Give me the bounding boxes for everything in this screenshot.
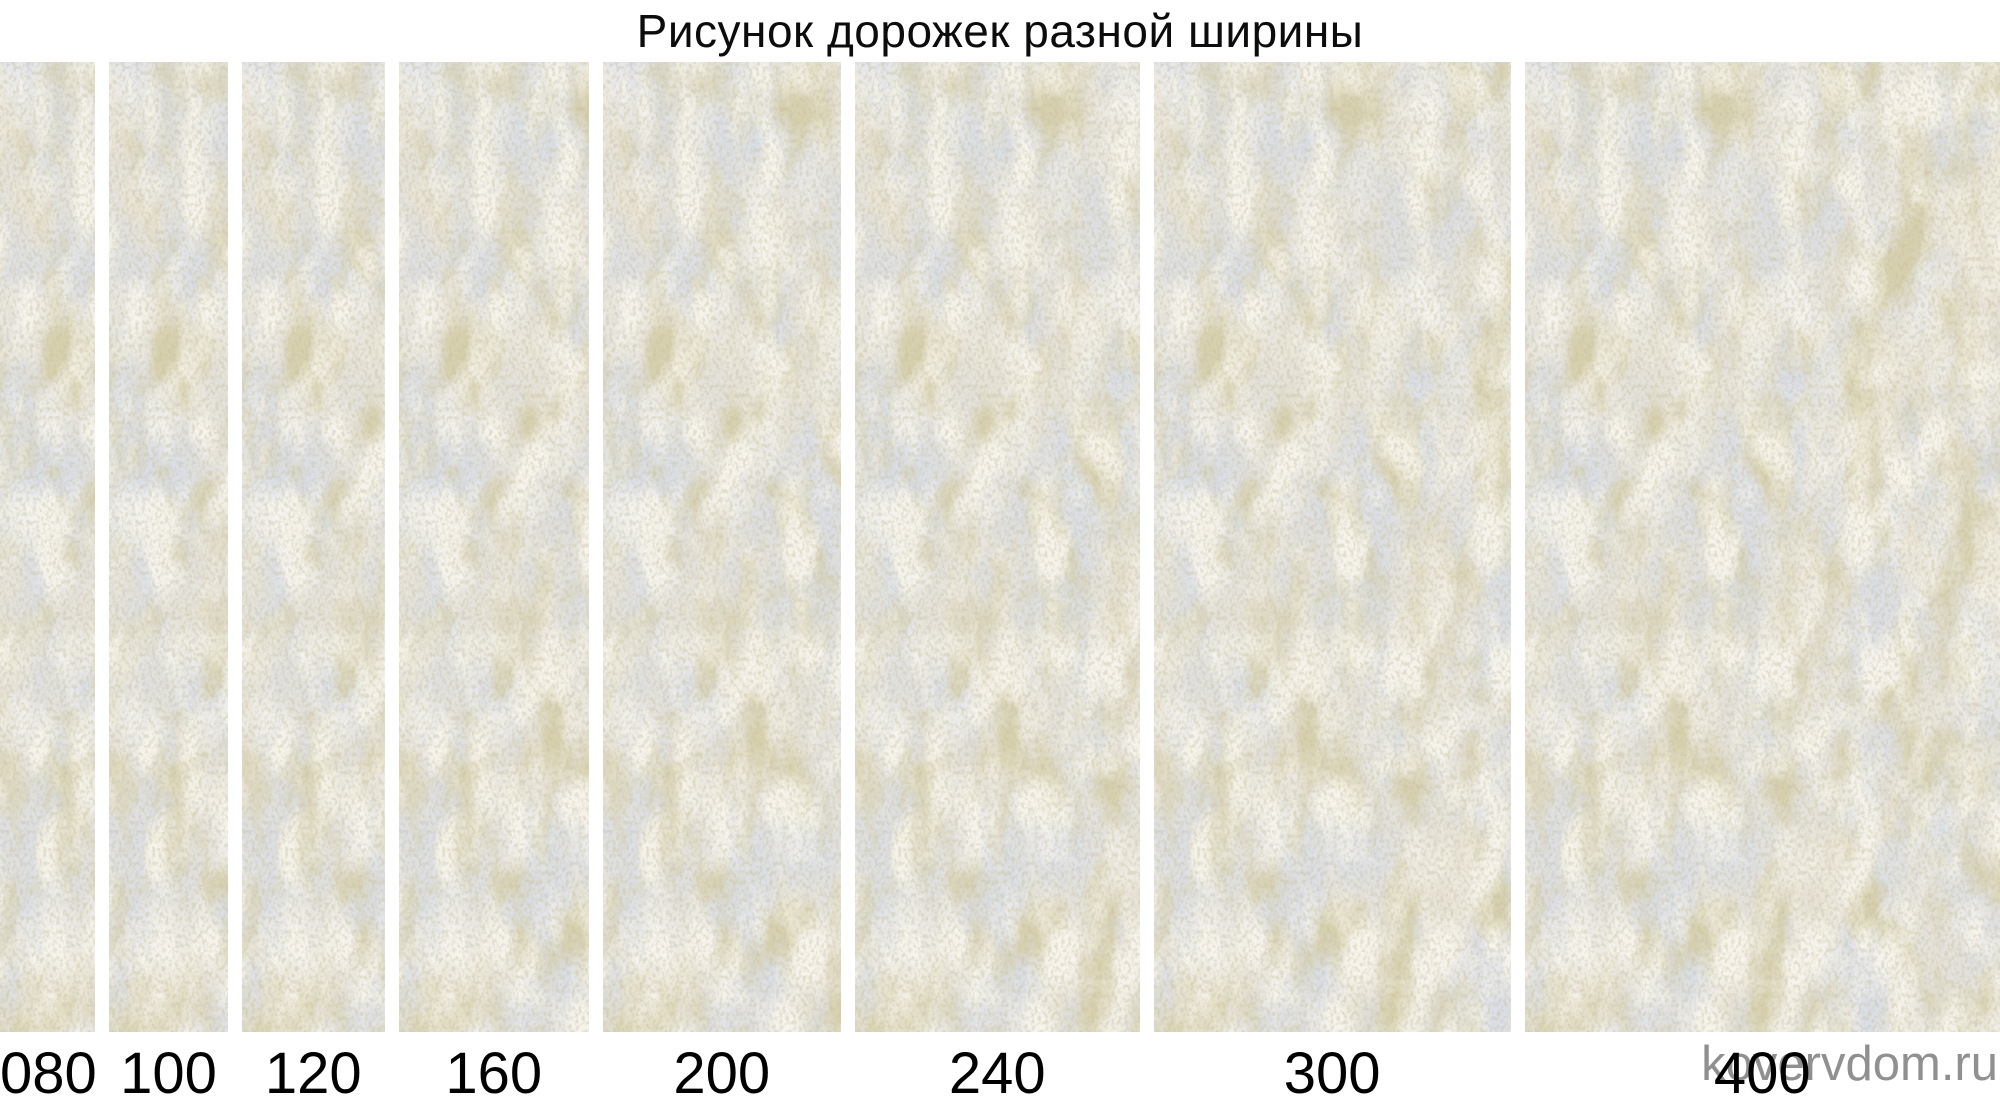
carpet-texture — [1524, 62, 2000, 1032]
runner-strip: 080 — [0, 62, 97, 1103]
runner-width-label: 200 — [673, 1041, 771, 1103]
runner-width-label: 240 — [948, 1041, 1046, 1103]
carpet-texture — [1153, 62, 1511, 1032]
carpet-texture — [109, 62, 228, 1032]
runner-width-label: 400 — [1713, 1041, 1811, 1103]
carpet-texture — [0, 62, 96, 1032]
page-title: Рисунок дорожек разной ширины — [636, 5, 1364, 57]
watermark: kovervdom.ru — [1701, 1037, 1998, 1091]
runner-width-label: 080 — [0, 1041, 97, 1103]
runner-width-label: 120 — [264, 1041, 362, 1103]
carpet-texture — [602, 62, 841, 1032]
runner-width-label: 160 — [445, 1041, 543, 1103]
carpet-texture — [241, 62, 385, 1032]
runner-strip: 100 — [109, 62, 228, 1103]
runner-strip: 200 — [602, 62, 841, 1103]
runner-strip: 160 — [398, 62, 589, 1103]
runner-strip: 400 — [1524, 62, 2000, 1103]
runner-strips-row: 080 100 120 — [0, 62, 2000, 1103]
runner-width-label: 300 — [1283, 1041, 1381, 1103]
runner-strip: 300 — [1153, 62, 1511, 1103]
runner-width-label: 100 — [120, 1041, 217, 1103]
carpet-texture — [398, 62, 589, 1032]
carpet-texture — [854, 62, 1140, 1032]
runner-strip: 120 — [241, 62, 385, 1103]
runner-strip: 240 — [854, 62, 1140, 1103]
